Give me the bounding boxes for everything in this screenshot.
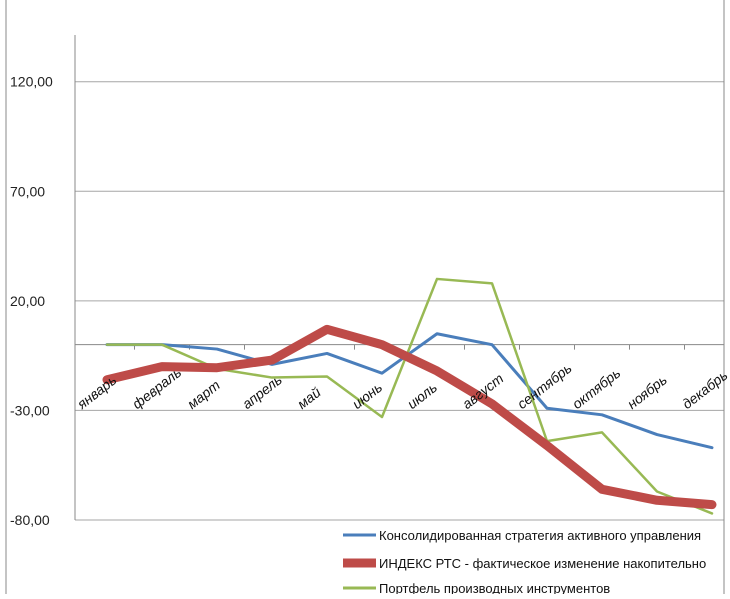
y-tick-label: 120,00	[10, 74, 53, 90]
x-tick-label: апрель	[239, 371, 285, 412]
series-lines	[102, 277, 717, 515]
x-tick-label: ноябрь	[624, 371, 670, 412]
legend-label: ИНДЕКС РТС - фактическое изменение накоп…	[379, 556, 706, 571]
x-tick-label: октябрь	[569, 365, 623, 412]
y-tick-label: -30,00	[10, 402, 50, 418]
x-tick-label: декабрь	[679, 367, 730, 412]
y-tick-label: -80,00	[10, 512, 50, 528]
legend-label: Консолидированная стратегия активного уп…	[379, 528, 701, 543]
y-tick-label: 70,00	[10, 183, 45, 199]
legend: Консолидированная стратегия активного уп…	[343, 528, 706, 596]
axes	[5, 0, 725, 594]
x-tick-label: январь	[73, 372, 119, 413]
x-tick-label: март	[184, 377, 223, 412]
series-line-2	[102, 324, 717, 510]
x-tick-label: июль	[404, 379, 440, 412]
y-tick-label: 20,00	[10, 293, 45, 309]
x-tick-label: май	[294, 384, 324, 412]
grid-lines	[75, 81, 724, 521]
y-tick-labels: 120,00 70,00 20,00 -30,00 -80,00	[10, 74, 53, 528]
legend-label: Портфель производных инструментов	[379, 581, 610, 594]
